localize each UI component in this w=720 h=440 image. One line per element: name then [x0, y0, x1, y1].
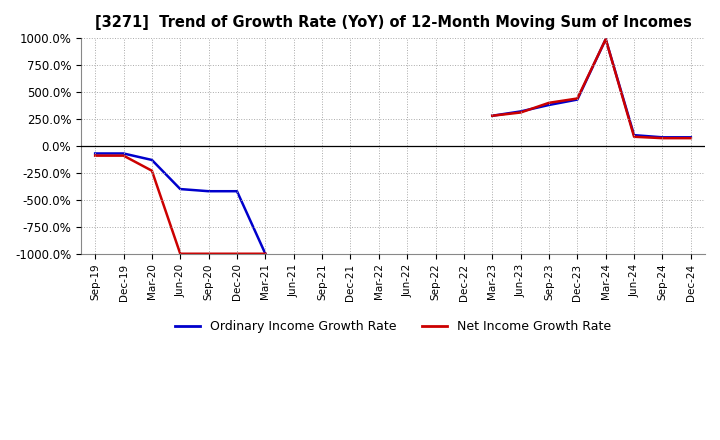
Net Income Growth Rate [91, 153, 99, 158]
Ordinary Income Growth Rate [544, 103, 553, 108]
Net Income Growth Rate [573, 96, 582, 101]
Line: Ordinary Income Growth Rate: Ordinary Income Growth Rate [95, 39, 690, 254]
Net Income Growth Rate [601, 37, 610, 42]
Net Income Growth Rate [176, 251, 184, 257]
Line: Net Income Growth Rate: Net Income Growth Rate [95, 39, 690, 254]
Net Income Growth Rate [204, 251, 213, 257]
Ordinary Income Growth Rate [233, 189, 241, 194]
Ordinary Income Growth Rate [516, 109, 525, 114]
Ordinary Income Growth Rate [148, 158, 156, 163]
Net Income Growth Rate [658, 136, 667, 141]
Ordinary Income Growth Rate [204, 189, 213, 194]
Net Income Growth Rate [488, 113, 497, 118]
Ordinary Income Growth Rate [176, 187, 184, 192]
Ordinary Income Growth Rate [686, 135, 695, 140]
Legend: Ordinary Income Growth Rate, Net Income Growth Rate: Ordinary Income Growth Rate, Net Income … [170, 315, 616, 338]
Ordinary Income Growth Rate [91, 151, 99, 156]
Net Income Growth Rate [148, 168, 156, 173]
Ordinary Income Growth Rate [120, 151, 128, 156]
Ordinary Income Growth Rate [488, 113, 497, 118]
Net Income Growth Rate [120, 153, 128, 158]
Net Income Growth Rate [516, 110, 525, 115]
Net Income Growth Rate [544, 100, 553, 106]
Ordinary Income Growth Rate [630, 132, 639, 138]
Title: [3271]  Trend of Growth Rate (YoY) of 12-Month Moving Sum of Incomes: [3271] Trend of Growth Rate (YoY) of 12-… [94, 15, 691, 30]
Net Income Growth Rate [261, 251, 270, 257]
Ordinary Income Growth Rate [658, 135, 667, 140]
Ordinary Income Growth Rate [261, 251, 270, 257]
Ordinary Income Growth Rate [601, 37, 610, 42]
Net Income Growth Rate [630, 134, 639, 139]
Ordinary Income Growth Rate [573, 97, 582, 102]
Net Income Growth Rate [233, 251, 241, 257]
Net Income Growth Rate [686, 136, 695, 141]
